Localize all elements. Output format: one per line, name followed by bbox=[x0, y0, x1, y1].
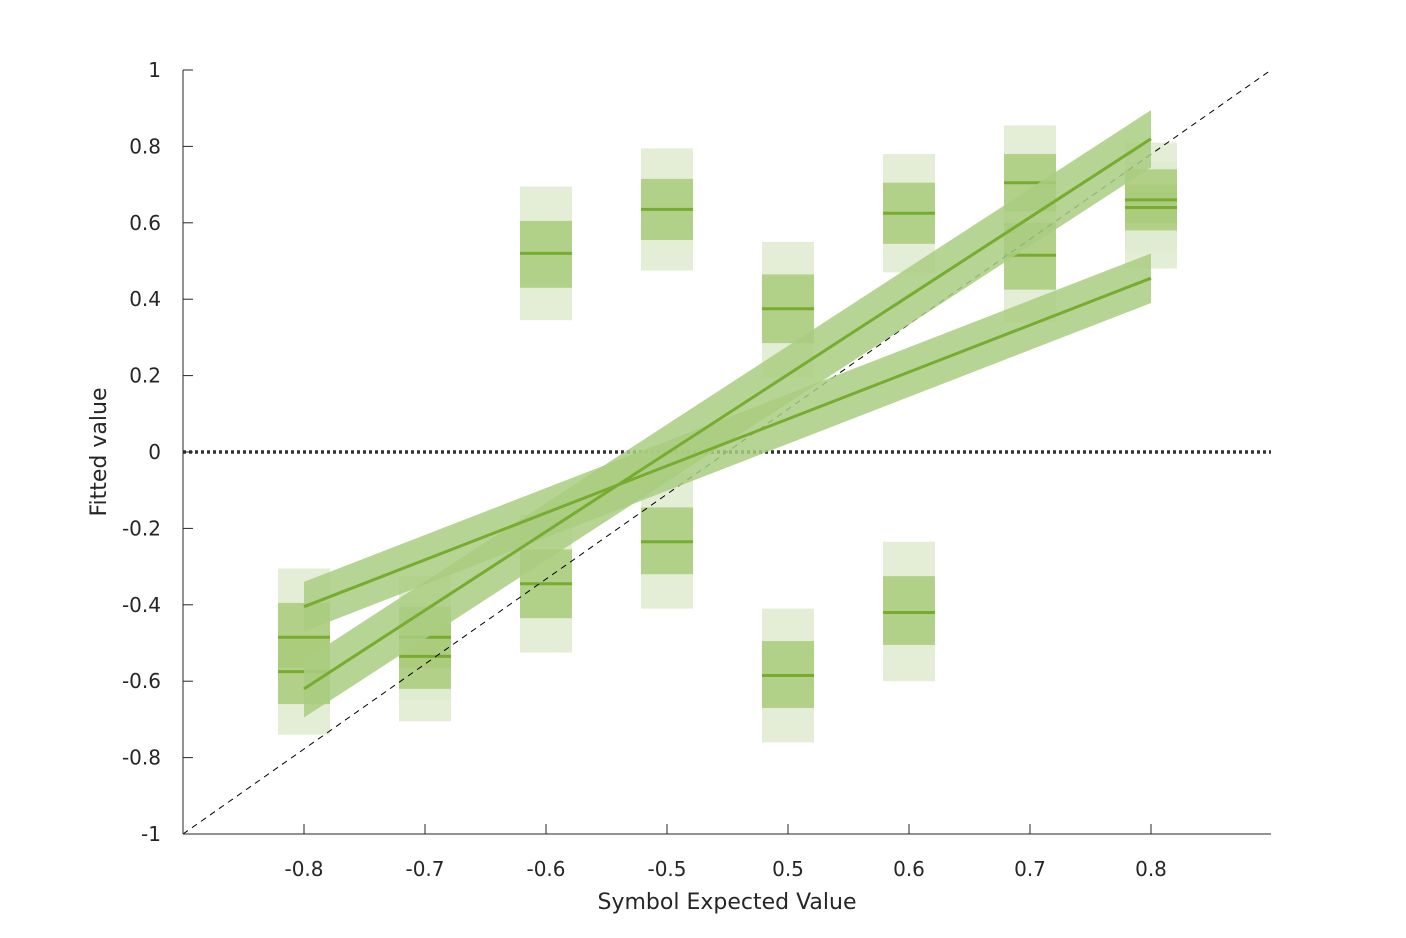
y-tick-label: 0.4 bbox=[129, 287, 161, 311]
axes: 1 0.8 0.6 0.4 0.2 0 -0.2 -0.4 -0.6 -0.8 -1 -0.8 -0.7… bbox=[122, 58, 1271, 881]
y-tick-label: 0.8 bbox=[129, 134, 161, 158]
inner-band-11 bbox=[883, 576, 935, 645]
x-tick-label: 0.5 bbox=[772, 857, 804, 881]
x-tick-label: -0.7 bbox=[405, 857, 444, 881]
y-tick-label: 1 bbox=[148, 58, 161, 82]
x-tick-label: 0.6 bbox=[893, 857, 925, 881]
fit-line-1 bbox=[303, 276, 1152, 609]
x-tick-label: -0.8 bbox=[284, 857, 323, 881]
x-axis-title: Symbol Expected Value bbox=[598, 890, 857, 915]
y-tick-label: -0.4 bbox=[122, 593, 161, 617]
y-tick-label: 0 bbox=[148, 440, 161, 464]
y-axis-title: Fitted value bbox=[87, 387, 112, 516]
y-tick-label: -0.6 bbox=[122, 669, 161, 693]
y-tick-label: 0.6 bbox=[129, 211, 161, 235]
fit-line-0 bbox=[303, 137, 1152, 691]
x-tick-label: -0.6 bbox=[526, 857, 565, 881]
y-tick-label: -1 bbox=[141, 822, 161, 846]
fit-layer bbox=[303, 110, 1152, 718]
x-tick-label: 0.7 bbox=[1014, 857, 1046, 881]
x-tick-label: -0.5 bbox=[647, 857, 686, 881]
y-tick-label: -0.8 bbox=[122, 746, 161, 770]
x-tick-label: 0.8 bbox=[1135, 857, 1167, 881]
y-tick-label: -0.2 bbox=[122, 516, 161, 540]
y-tick-label: 0.2 bbox=[129, 364, 161, 388]
